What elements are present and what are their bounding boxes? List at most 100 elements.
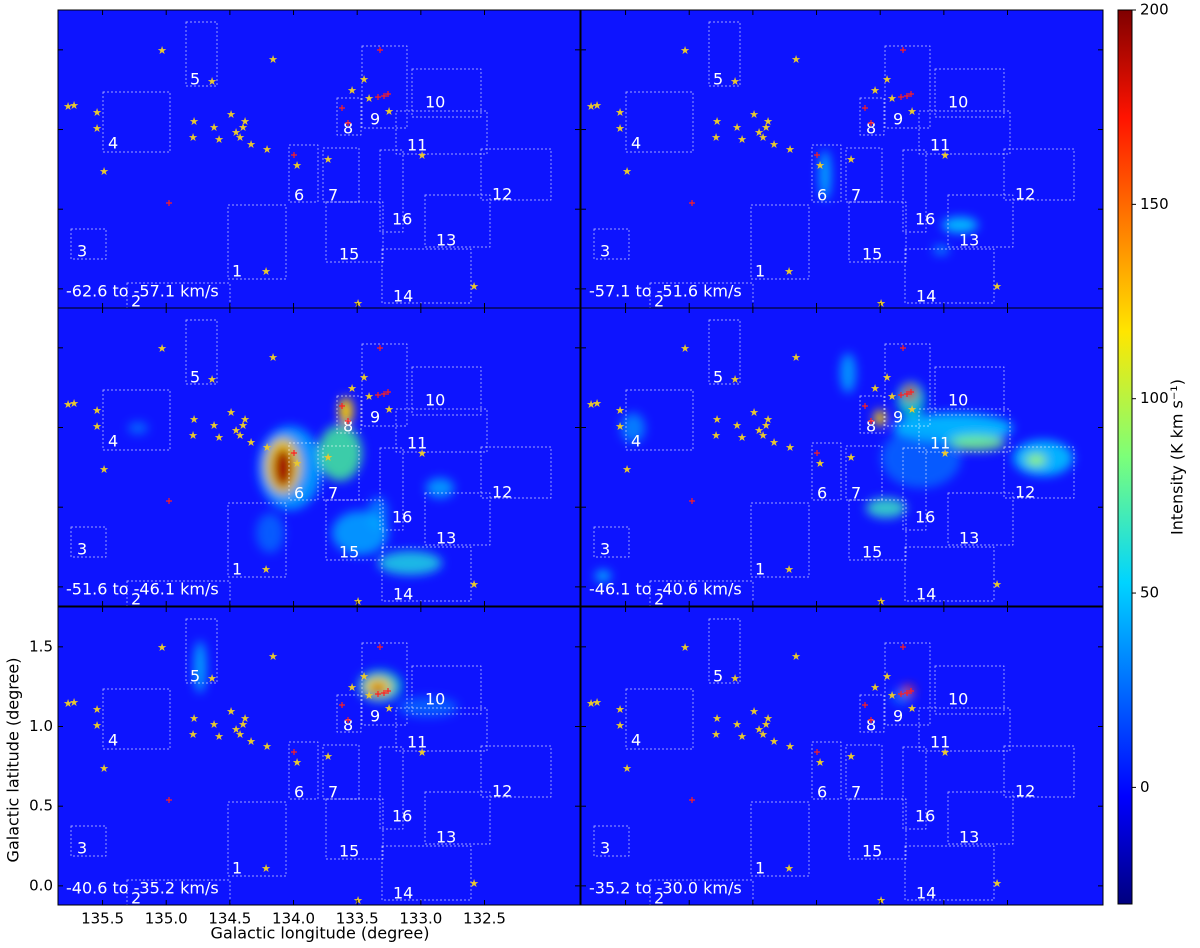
- star-marker: ★: [99, 463, 109, 476]
- region-box: [902, 447, 927, 531]
- star-marker: ★: [940, 149, 950, 162]
- region-box: [904, 845, 995, 901]
- star-marker: ★: [92, 404, 102, 417]
- star-marker: ★: [240, 413, 250, 426]
- region-label: 13: [436, 529, 456, 548]
- region-box: [750, 204, 810, 280]
- panel-label: -35.2 to -30.0 km/s: [589, 879, 742, 898]
- star-marker: ★: [758, 131, 768, 144]
- region-box: [848, 499, 907, 561]
- region-label: 11: [930, 733, 950, 752]
- star-marker: ★: [711, 131, 721, 144]
- plus-marker: [898, 392, 904, 398]
- region-box: [593, 825, 630, 857]
- star-marker: ★: [785, 441, 795, 454]
- star-marker: ★: [268, 53, 278, 66]
- star-marker: ★: [261, 862, 271, 875]
- region-box: [411, 68, 482, 118]
- region-box: [811, 741, 842, 800]
- region-label: 13: [959, 231, 979, 250]
- plus-marker: [689, 797, 695, 803]
- x-tick-label: 134.5: [208, 910, 251, 928]
- panel-background: [58, 10, 580, 308]
- region-box: [1003, 446, 1075, 499]
- star-marker: ★: [359, 670, 369, 683]
- plus-marker: [339, 702, 345, 708]
- star-marker: ★: [262, 740, 272, 753]
- region-box: [102, 91, 171, 153]
- region-box: [845, 445, 883, 501]
- emission-blob: [318, 425, 362, 481]
- region-label: 1: [755, 560, 765, 579]
- star-marker: ★: [763, 115, 773, 128]
- star-marker: ★: [323, 451, 333, 464]
- plus-marker: [381, 391, 387, 397]
- region-box: [381, 546, 472, 602]
- region-label: 1: [232, 262, 242, 281]
- emission-blob: [881, 428, 961, 488]
- region-box: [934, 68, 1005, 118]
- star-marker: ★: [992, 578, 1002, 591]
- plus-marker: [862, 403, 868, 409]
- panel-label: -51.6 to -46.1 km/s: [66, 580, 219, 599]
- star-marker: ★: [615, 404, 625, 417]
- star-marker: ★: [615, 122, 625, 135]
- region-box: [381, 845, 472, 901]
- region-label: 6: [817, 484, 827, 503]
- star-marker: ★: [347, 84, 357, 97]
- region-label: 15: [862, 842, 882, 861]
- plus-marker: [385, 688, 391, 694]
- region-label: 2: [131, 590, 141, 609]
- region-box: [70, 228, 107, 260]
- region-label: 7: [328, 186, 338, 205]
- star-marker: ★: [92, 122, 102, 135]
- emission-blob: [273, 448, 293, 488]
- region-box: [625, 91, 694, 153]
- star-marker: ★: [791, 650, 801, 663]
- star-marker: ★: [586, 398, 596, 411]
- region-box: [918, 408, 1011, 453]
- star-marker: ★: [592, 696, 602, 709]
- region-label: 14: [393, 585, 413, 604]
- panel-background: [581, 10, 1103, 308]
- region-label: 3: [600, 540, 610, 559]
- star-marker: ★: [761, 419, 771, 432]
- plus-marker: [868, 120, 874, 126]
- emission-blob: [368, 497, 388, 529]
- region-box: [227, 502, 287, 578]
- star-marker: ★: [754, 424, 764, 437]
- region-label: 15: [339, 543, 359, 562]
- star-marker: ★: [157, 342, 167, 355]
- region-label: 16: [392, 807, 412, 826]
- region-label: 14: [393, 884, 413, 903]
- plus-marker: [385, 91, 391, 97]
- region-label: 1: [755, 859, 765, 878]
- region-label: 3: [77, 242, 87, 261]
- region-label: 5: [713, 70, 723, 89]
- region-label: 3: [77, 540, 87, 559]
- star-marker: ★: [749, 406, 759, 419]
- star-marker: ★: [235, 728, 245, 741]
- star-marker: ★: [63, 697, 73, 710]
- plus-marker: [345, 717, 351, 723]
- region-box: [102, 389, 171, 451]
- emission: [194, 641, 458, 717]
- plus-marker: [375, 94, 381, 100]
- region-label: 9: [893, 408, 903, 427]
- region-label: 5: [190, 368, 200, 387]
- star-marker: ★: [189, 413, 199, 426]
- region-label: 7: [851, 484, 861, 503]
- region-box: [859, 395, 885, 434]
- region-label: 2: [131, 292, 141, 311]
- region-box: [126, 879, 231, 905]
- star-marker: ★: [157, 44, 167, 57]
- star-marker: ★: [268, 351, 278, 364]
- region-label: 10: [425, 690, 445, 709]
- region-box: [379, 746, 404, 830]
- region-box: [708, 21, 741, 87]
- region-box: [649, 580, 754, 606]
- region-box: [904, 546, 995, 602]
- region-box: [480, 446, 552, 499]
